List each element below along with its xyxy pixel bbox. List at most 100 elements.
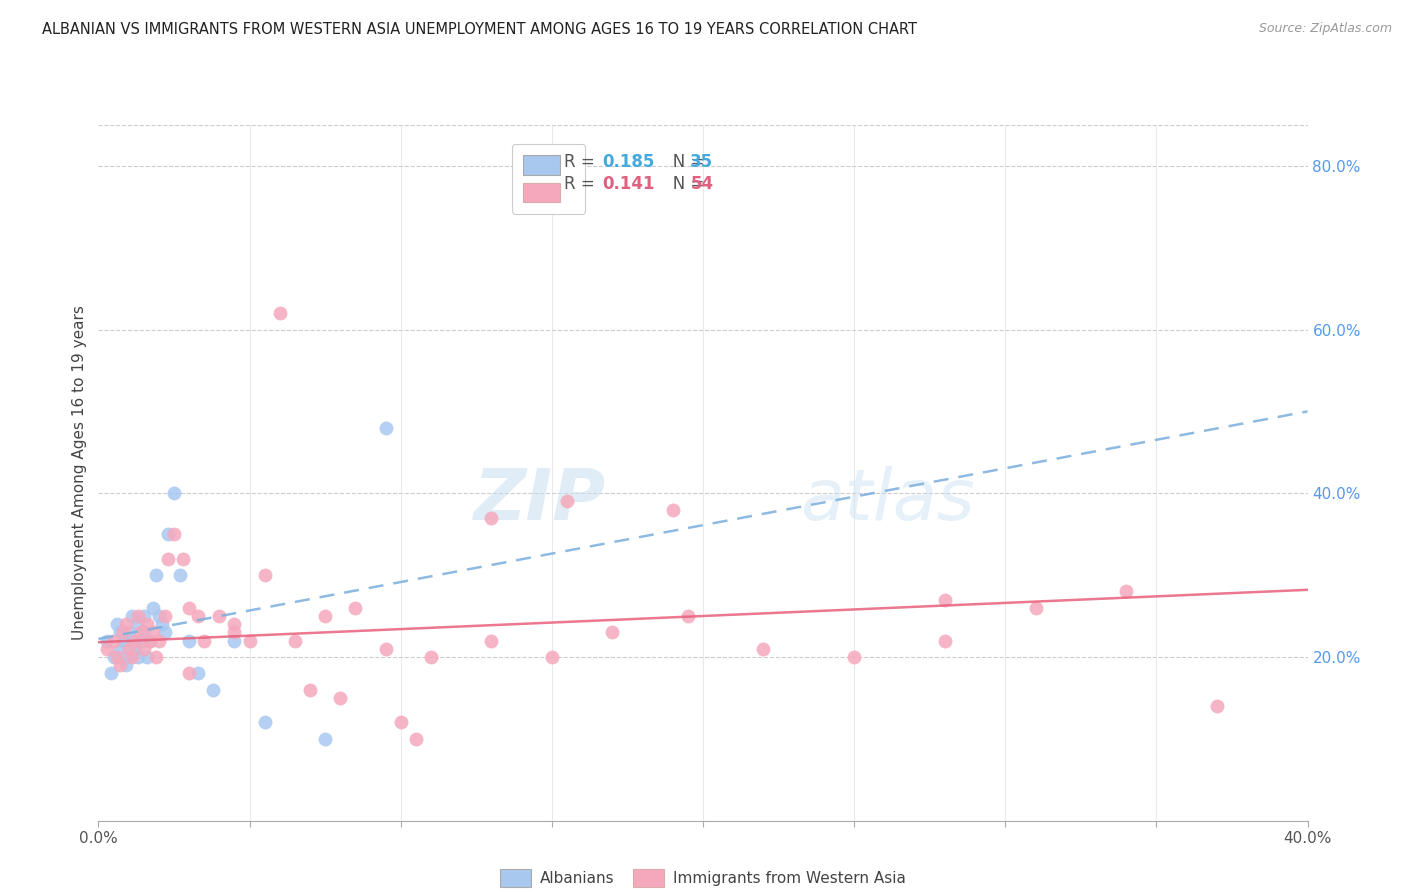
- Point: [163, 486, 186, 500]
- Point: [374, 421, 396, 435]
- Y-axis label: Unemployment Among Ages 16 to 19 years: Unemployment Among Ages 16 to 19 years: [72, 305, 87, 640]
- Point: [121, 609, 143, 624]
- Point: [105, 617, 128, 632]
- Point: [224, 633, 246, 648]
- Point: [844, 649, 866, 664]
- Point: [129, 625, 152, 640]
- Point: [540, 649, 562, 664]
- Point: [121, 633, 143, 648]
- Point: [1206, 699, 1229, 714]
- Text: 0.141: 0.141: [602, 175, 654, 193]
- Point: [135, 649, 157, 664]
- Point: [145, 649, 167, 664]
- Point: [389, 715, 412, 730]
- Point: [148, 633, 170, 648]
- Point: [193, 633, 215, 648]
- Point: [132, 641, 155, 656]
- Point: [752, 641, 775, 656]
- Point: [153, 609, 176, 624]
- Point: [108, 658, 131, 673]
- Point: [111, 633, 134, 648]
- Text: R =: R =: [564, 175, 600, 193]
- Legend: Albanians, Immigrants from Western Asia: Albanians, Immigrants from Western Asia: [495, 863, 911, 892]
- Point: [179, 666, 201, 681]
- Point: [1115, 584, 1137, 599]
- Text: Source: ZipAtlas.com: Source: ZipAtlas.com: [1258, 22, 1392, 36]
- Point: [1024, 600, 1046, 615]
- Text: N =: N =: [657, 175, 709, 193]
- Point: [111, 625, 134, 640]
- Point: [114, 658, 136, 673]
- Point: [114, 649, 136, 664]
- Point: [179, 600, 201, 615]
- Point: [314, 609, 336, 624]
- Point: [139, 633, 162, 648]
- Point: [108, 641, 131, 656]
- Point: [662, 502, 685, 516]
- Text: R =: R =: [564, 153, 600, 170]
- Point: [172, 551, 194, 566]
- Text: ZIP: ZIP: [474, 467, 606, 535]
- Point: [132, 625, 155, 640]
- Point: [103, 649, 125, 664]
- Point: [132, 609, 155, 624]
- Point: [148, 609, 170, 624]
- Point: [150, 617, 173, 632]
- Point: [127, 617, 149, 632]
- Point: [329, 690, 352, 705]
- Point: [253, 568, 276, 582]
- Point: [555, 494, 578, 508]
- Point: [145, 568, 167, 582]
- Point: [96, 641, 118, 656]
- Point: [108, 625, 131, 640]
- Point: [269, 306, 291, 320]
- Text: ALBANIAN VS IMMIGRANTS FROM WESTERN ASIA UNEMPLOYMENT AMONG AGES 16 TO 19 YEARS : ALBANIAN VS IMMIGRANTS FROM WESTERN ASIA…: [42, 22, 917, 37]
- Point: [224, 617, 246, 632]
- Point: [420, 649, 443, 664]
- Point: [208, 609, 231, 624]
- Point: [187, 666, 209, 681]
- Text: atlas: atlas: [800, 467, 974, 535]
- Point: [103, 633, 125, 648]
- Point: [187, 609, 209, 624]
- Point: [135, 617, 157, 632]
- Point: [114, 617, 136, 632]
- Point: [481, 510, 503, 524]
- Point: [374, 641, 396, 656]
- Text: 0.185: 0.185: [602, 153, 654, 170]
- Point: [676, 609, 699, 624]
- Point: [121, 649, 143, 664]
- Point: [481, 633, 503, 648]
- Point: [124, 641, 146, 656]
- Point: [139, 633, 162, 648]
- Point: [127, 609, 149, 624]
- Point: [405, 731, 427, 746]
- Point: [224, 625, 246, 640]
- Point: [129, 633, 152, 648]
- Point: [284, 633, 307, 648]
- Point: [163, 527, 186, 541]
- Point: [169, 568, 191, 582]
- Text: N =: N =: [657, 153, 709, 170]
- Point: [934, 592, 956, 607]
- Point: [118, 625, 141, 640]
- Point: [96, 633, 118, 648]
- Point: [314, 731, 336, 746]
- Point: [299, 682, 322, 697]
- Point: [105, 649, 128, 664]
- Point: [127, 649, 149, 664]
- Text: 35: 35: [690, 153, 713, 170]
- Point: [100, 666, 122, 681]
- Text: 54: 54: [690, 175, 713, 193]
- Point: [153, 625, 176, 640]
- Point: [179, 633, 201, 648]
- Point: [253, 715, 276, 730]
- Point: [142, 600, 165, 615]
- Point: [202, 682, 225, 697]
- Point: [344, 600, 367, 615]
- Point: [124, 633, 146, 648]
- Point: [142, 625, 165, 640]
- Point: [934, 633, 956, 648]
- Point: [118, 641, 141, 656]
- Point: [239, 633, 262, 648]
